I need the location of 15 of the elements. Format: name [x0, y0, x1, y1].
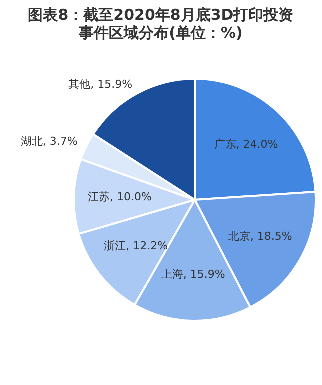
chart-title: 图表8：截至2020年8月底3D打印投资事件区域分布(单位：%)	[27, 6, 295, 44]
slice-label: 湖北	[20, 135, 43, 148]
slice-label: 北京	[228, 230, 250, 243]
data-label: , 15.9%	[90, 78, 133, 92]
data-label: , 3.7%	[42, 135, 78, 148]
data-label: , 12.2%	[126, 239, 168, 252]
slice-label: 其他	[68, 78, 91, 92]
data-label: , 15.9%	[183, 268, 226, 281]
slice-label: 浙江	[104, 239, 126, 252]
slice-label: 上海	[161, 268, 184, 281]
data-label: , 24.0%	[236, 138, 278, 152]
slice-label: 广东	[214, 138, 236, 152]
slice-label: 江苏	[88, 190, 110, 204]
data-label: , 10.0%	[110, 190, 152, 204]
data-label: , 18.5%	[250, 230, 292, 243]
